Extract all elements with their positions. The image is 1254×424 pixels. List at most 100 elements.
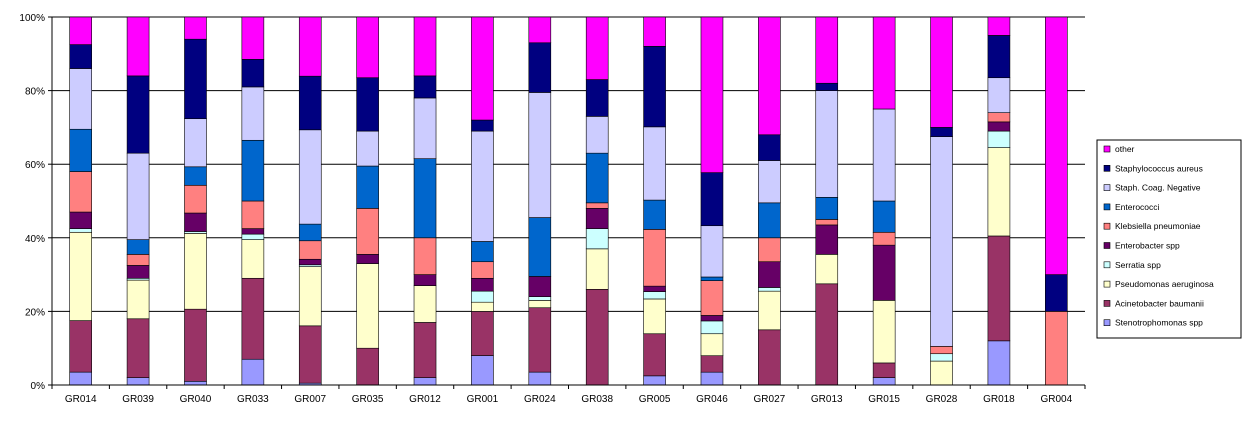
bar-segment-staphylococcus-aureus-gr007 <box>298 75 322 131</box>
bar-segment-acinetobacter-baumanii-gr005 <box>643 333 666 377</box>
bar-segment-enterococci-gr035 <box>356 165 379 209</box>
bar-segment-klebsiella-pneumoniae-gr001 <box>471 261 494 279</box>
bar-segment-acinetobacter-baumanii-gr039 <box>126 318 150 378</box>
bar-segment-acinetobacter-baumanii-gr038 <box>585 289 609 386</box>
bar-segment-klebsiella-pneumoniae-gr028 <box>930 346 953 355</box>
bar-segment-klebsiella-pneumoniae-gr014 <box>69 171 92 213</box>
bar-segment-other-gr015 <box>872 16 896 110</box>
bar-segment-staph-coag-negative-gr039 <box>126 152 150 240</box>
x-tick-label: GR004 <box>1040 394 1072 405</box>
y-tick-label: 20% <box>25 307 45 318</box>
bar-segment-stenotrophomonas-spp-gr024 <box>528 371 552 386</box>
legend-label: Staph. Coag. Negative <box>1115 183 1201 193</box>
bars <box>69 16 1068 386</box>
bar-segment-staphylococcus-aureus-gr018 <box>987 35 1011 79</box>
bar-segment-enterococci-gr039 <box>126 239 150 255</box>
bar-segment-serratia-spp-gr018 <box>987 130 1011 148</box>
x-tick-label: GR038 <box>581 394 613 405</box>
bar-segment-enterococci-gr005 <box>643 199 666 230</box>
legend-swatch <box>1103 203 1111 211</box>
bar-segment-other-gr004 <box>1045 16 1068 275</box>
bar-segment-stenotrophomonas-spp-gr014 <box>69 371 92 386</box>
bar-segment-enterobacter-spp-gr014 <box>69 211 92 229</box>
bar-segment-staph-coag-negative-gr007 <box>298 129 322 225</box>
bar-segment-staphylococcus-aureus-gr028 <box>930 127 953 137</box>
bar-stack-GR024 <box>528 16 552 386</box>
bar-segment-stenotrophomonas-spp-gr001 <box>471 355 494 386</box>
bar-segment-staph-coag-negative-gr018 <box>987 77 1011 113</box>
x-tick-label: GR007 <box>294 394 326 405</box>
bar-segment-enterococci-gr001 <box>471 241 494 263</box>
bar-segment-pseudomonas-aeruginosa-gr013 <box>815 254 839 285</box>
legend-swatch <box>1103 242 1111 249</box>
x-tick-label: GR001 <box>467 394 499 405</box>
bar-segment-serratia-spp-gr024 <box>528 296 552 301</box>
bar-segment-enterobacter-spp-gr018 <box>987 121 1011 132</box>
bar-segment-serratia-spp-gr028 <box>930 353 953 362</box>
bar-segment-enterococci-gr024 <box>528 217 552 277</box>
bar-segment-pseudomonas-aeruginosa-gr035 <box>356 263 379 349</box>
bar-stack-GR038 <box>585 16 609 386</box>
bar-segment-serratia-spp-gr014 <box>69 228 92 233</box>
bar-segment-klebsiella-pneumoniae-gr033 <box>241 200 265 229</box>
bar-segment-staphylococcus-aureus-gr039 <box>126 75 150 154</box>
bar-segment-enterobacter-spp-gr033 <box>241 228 265 235</box>
bar-segment-other-gr014 <box>69 16 92 45</box>
bar-stack-GR046 <box>700 16 724 386</box>
bar-stack-GR028 <box>930 16 953 386</box>
bar-segment-pseudomonas-aeruginosa-gr040 <box>184 233 207 310</box>
bar-segment-pseudomonas-aeruginosa-gr007 <box>298 266 322 327</box>
bar-segment-enterobacter-spp-gr038 <box>585 208 609 229</box>
bar-segment-staphylococcus-aureus-gr001 <box>471 119 494 132</box>
bar-stack-GR014 <box>69 16 92 386</box>
bar-segment-pseudomonas-aeruginosa-gr015 <box>872 300 896 364</box>
gridlines <box>52 16 1085 312</box>
bar-segment-other-gr018 <box>987 16 1011 36</box>
bar-segment-other-gr028 <box>930 16 953 128</box>
y-axis-ticks: 0% 20% 40% 60% 80% 100% <box>19 13 52 392</box>
bar-segment-enterobacter-spp-gr015 <box>872 244 896 301</box>
bar-segment-staphylococcus-aureus-gr024 <box>528 42 552 93</box>
legend-swatch <box>1103 319 1111 327</box>
bar-segment-enterobacter-spp-gr001 <box>471 277 494 292</box>
bar-segment-stenotrophomonas-spp-gr046 <box>700 371 724 386</box>
legend-label: Acinetobacter baumanii <box>1115 298 1204 308</box>
bar-segment-serratia-spp-gr033 <box>241 233 265 240</box>
y-tick-label: 80% <box>25 87 45 98</box>
bar-segment-staphylococcus-aureus-gr012 <box>413 75 437 99</box>
bar-segment-other-gr001 <box>471 16 494 121</box>
bar-segment-enterobacter-spp-gr040 <box>184 212 207 232</box>
legend-label: Staphylococcus aureus <box>1115 163 1203 173</box>
x-tick-label: GR014 <box>65 394 97 405</box>
bar-segment-staph-coag-negative-gr038 <box>585 116 609 154</box>
legend-swatch <box>1103 165 1111 172</box>
bar-segment-staphylococcus-aureus-gr027 <box>758 134 781 161</box>
bar-segment-klebsiella-pneumoniae-gr005 <box>643 229 666 287</box>
bar-segment-enterococci-gr012 <box>413 158 437 239</box>
bar-segment-enterobacter-spp-gr013 <box>815 224 839 255</box>
x-tick-label: GR035 <box>352 394 384 405</box>
bar-segment-enterococci-gr015 <box>872 200 896 233</box>
bar-segment-stenotrophomonas-spp-gr033 <box>241 358 265 386</box>
legend-label: Enterobacter spp <box>1115 241 1180 251</box>
bar-segment-pseudomonas-aeruginosa-gr001 <box>471 301 494 312</box>
bar-segment-klebsiella-pneumoniae-gr039 <box>126 254 150 266</box>
bar-segment-klebsiella-pneumoniae-gr035 <box>356 208 379 255</box>
bar-segment-staph-coag-negative-gr001 <box>471 130 494 242</box>
bar-stack-GR012 <box>413 16 437 386</box>
bar-segment-other-gr046 <box>700 16 724 173</box>
bar-segment-other-gr033 <box>241 16 265 60</box>
legend-box <box>1096 139 1242 339</box>
bar-stack-GR018 <box>987 16 1011 386</box>
bar-segment-staph-coag-negative-gr015 <box>872 108 896 202</box>
bar-segment-acinetobacter-baumanii-gr024 <box>528 307 552 373</box>
bar-segment-acinetobacter-baumanii-gr015 <box>872 362 896 378</box>
bar-segment-other-gr027 <box>758 16 781 136</box>
bar-segment-klebsiella-pneumoniae-gr027 <box>758 237 781 263</box>
x-tick-label: GR040 <box>180 394 212 405</box>
bar-segment-acinetobacter-baumanii-gr027 <box>758 329 781 386</box>
bar-segment-acinetobacter-baumanii-gr046 <box>700 355 724 373</box>
y-tick-label: 60% <box>25 160 45 171</box>
bar-stack-GR005 <box>643 16 666 386</box>
legend-swatch <box>1103 145 1111 153</box>
